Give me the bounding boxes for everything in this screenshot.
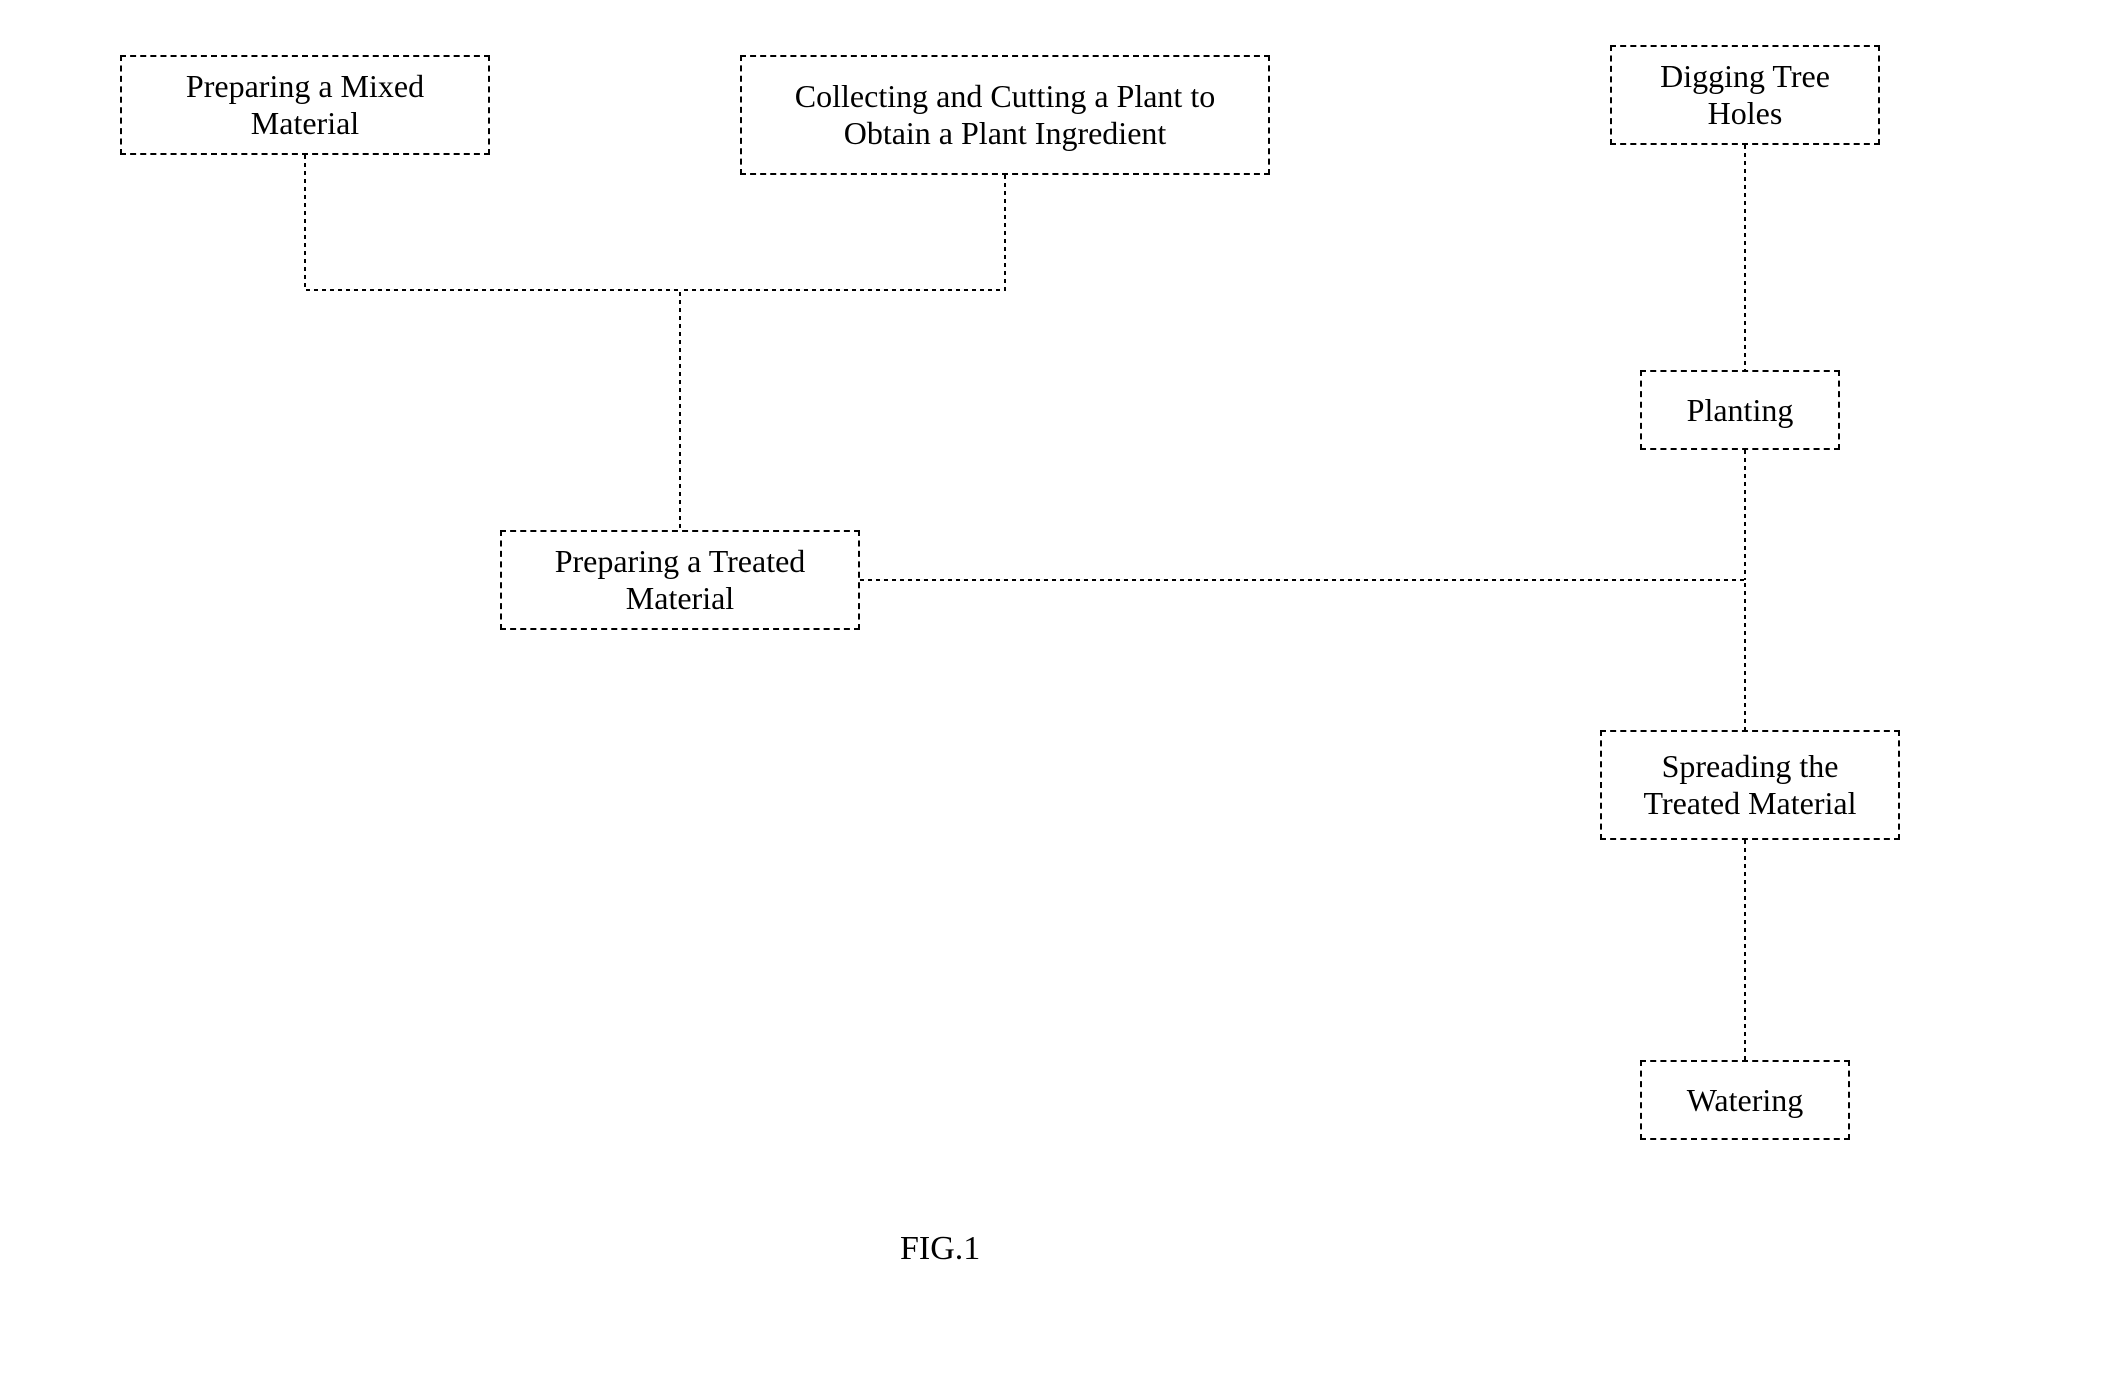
edges-layer bbox=[0, 0, 2101, 1387]
edge bbox=[680, 175, 1005, 290]
node-digging: Digging TreeHoles bbox=[1610, 45, 1880, 145]
node-planting: Planting bbox=[1640, 370, 1840, 450]
edge bbox=[860, 580, 1745, 730]
flowchart-canvas: FIG.1 Preparing a MixedMaterial Collectin… bbox=[0, 0, 2101, 1387]
edge bbox=[305, 155, 680, 530]
node-mixed: Preparing a MixedMaterial bbox=[120, 55, 490, 155]
node-spread: Spreading theTreated Material bbox=[1600, 730, 1900, 840]
figure-caption: FIG.1 bbox=[900, 1230, 980, 1268]
node-collect: Collecting and Cutting a Plant toObtain … bbox=[740, 55, 1270, 175]
node-treated: Preparing a TreatedMaterial bbox=[500, 530, 860, 630]
node-watering: Watering bbox=[1640, 1060, 1850, 1140]
